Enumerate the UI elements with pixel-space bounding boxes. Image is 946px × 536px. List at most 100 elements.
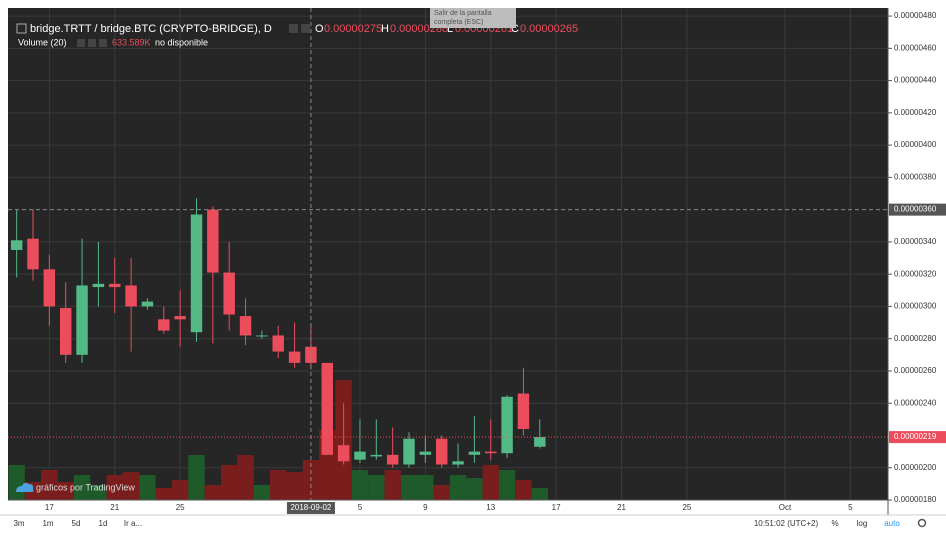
tooltip-text: Salir de la pantalla (434, 10, 492, 17)
settings-icon[interactable] (917, 518, 927, 528)
range-button[interactable]: 1m (42, 519, 53, 528)
y-tick-label: 0.00000320 (894, 269, 937, 278)
watermark[interactable]: gráficos por TradingView (36, 482, 135, 492)
x-tick-label: Oct (779, 503, 792, 512)
candle-body (288, 351, 301, 363)
log-button[interactable]: log (857, 519, 868, 528)
y-tick-label: 0.00000460 (894, 43, 937, 52)
range-button[interactable]: 1d (99, 519, 108, 528)
ohlc-label: L (447, 23, 453, 35)
volume-bar (515, 480, 532, 500)
crosshair-x-box (286, 502, 335, 514)
ohlc-label: O (315, 23, 324, 35)
candle-body (92, 283, 105, 288)
volume-bar (531, 488, 548, 500)
volume-bar (171, 480, 189, 500)
y-tick-label: 0.00000200 (894, 463, 937, 472)
icon[interactable] (289, 24, 298, 33)
icon[interactable] (88, 39, 96, 47)
candle-body (485, 451, 497, 454)
candle-body (272, 335, 284, 352)
x-tick-label: 9 (423, 503, 428, 512)
y-tick-label: 0.00000280 (894, 334, 937, 343)
volume-bar (270, 470, 287, 500)
volume-bar (417, 475, 434, 500)
icon[interactable] (301, 24, 310, 33)
volume-bar (73, 475, 91, 500)
range-button[interactable]: Ir a... (124, 519, 142, 528)
candle-body (403, 438, 415, 465)
volume-bar (122, 472, 140, 500)
candle-body (452, 461, 464, 465)
candle-body (158, 319, 170, 331)
logo[interactable] (16, 482, 34, 492)
range-button[interactable]: 5d (72, 519, 81, 528)
tooltip-text: completa (ESC) (434, 19, 483, 26)
collapse-icon[interactable] (16, 23, 27, 34)
candle-body (10, 240, 23, 250)
y-tick-label: 0.00000400 (894, 140, 937, 149)
x-tick-label: 25 (176, 503, 185, 512)
crosshair-y-label: 0.00000360 (894, 205, 937, 214)
candle-body (76, 285, 88, 355)
icon[interactable] (77, 39, 85, 47)
candle-body (386, 454, 399, 465)
volume-bar (57, 482, 74, 500)
volume-bar (139, 475, 156, 500)
candle-body (109, 283, 121, 288)
x-tick-label: 21 (110, 503, 119, 512)
percent-button[interactable]: % (831, 519, 838, 528)
volume-bar (106, 475, 123, 500)
y-tick-label: 0.00000180 (894, 495, 937, 504)
auto-button[interactable]: auto (884, 519, 900, 528)
volume-bar (384, 470, 401, 500)
y-tick-label: 0.00000260 (894, 366, 937, 375)
tooltip (430, 8, 516, 28)
plot-area (8, 8, 888, 500)
volume-bar (433, 485, 450, 500)
ohlc-value: 0.00000265 (520, 23, 578, 35)
crosshair-y-box (889, 203, 946, 216)
candle-body (207, 209, 219, 273)
ohlc-label: H (381, 23, 389, 35)
y-tick-label: 0.00000380 (894, 172, 937, 181)
candle-body (419, 451, 432, 455)
volume-bar (204, 485, 222, 500)
candle-body (43, 269, 56, 307)
x-tick-label: 25 (682, 503, 691, 512)
candle-body (223, 272, 235, 315)
candle-body (321, 362, 333, 455)
volume-bar (351, 470, 369, 500)
x-tick-label: 5 (848, 503, 853, 512)
candle-body (59, 308, 72, 355)
ohlc-value: 0.00000275 (324, 23, 382, 35)
volume-bar (41, 470, 58, 500)
icon[interactable] (99, 39, 107, 47)
candle-body (256, 335, 268, 337)
y-tick-label: 0.00000420 (894, 108, 937, 117)
x-tick-label: 13 (486, 503, 495, 512)
volume-bar (466, 478, 483, 500)
clock: 10:51:02 (UTC+2) (754, 519, 819, 528)
x-tick-label: 5 (358, 503, 363, 512)
volume-bar (188, 455, 205, 500)
symbol: bridge.TRTT / bridge.BTC (CRYPTO-BRIDGE)… (30, 23, 272, 35)
volume-bar (8, 465, 25, 500)
candle-body (501, 396, 513, 454)
y-tick-label: 0.00000440 (894, 76, 937, 85)
range-button[interactable]: 3m (13, 519, 24, 528)
candle-body (174, 316, 186, 320)
volume-bar (253, 485, 271, 500)
candle-body (517, 393, 530, 430)
volume-bar (482, 465, 499, 500)
last-price-box (889, 431, 946, 444)
x-tick-label: 21 (617, 503, 626, 512)
x-tick-label: 17 (552, 503, 561, 512)
candle-body (468, 451, 481, 455)
volume-bar (155, 488, 172, 500)
y-tick-label: 0.00000480 (894, 11, 937, 20)
x-tick-label: 17 (45, 503, 54, 512)
y-tick-label: 0.00000300 (894, 302, 937, 311)
candle-body (190, 214, 203, 333)
